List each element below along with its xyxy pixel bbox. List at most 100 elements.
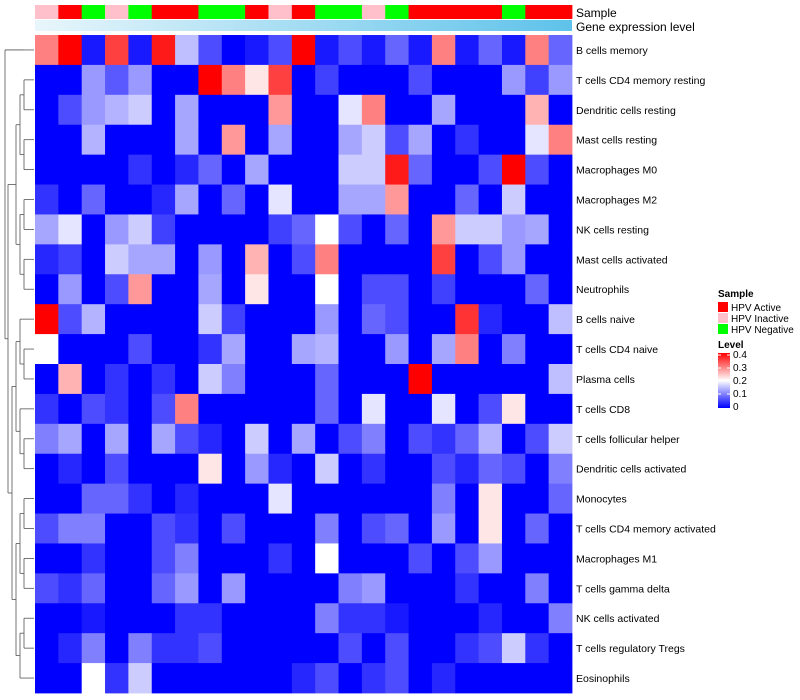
heatmap-cell	[338, 423, 363, 455]
heatmap-cell	[198, 573, 223, 604]
sample-annotation-cell	[245, 5, 269, 19]
heatmap-cell	[291, 393, 316, 425]
heatmap-cell	[455, 483, 480, 514]
heatmap-cell	[35, 35, 59, 66]
heatmap-cell	[175, 304, 199, 335]
heatmap-cell	[35, 154, 59, 185]
heatmap-cell	[548, 64, 573, 96]
sample-legend: Sample HPV Active HPV Inactive HPV Negat…	[718, 289, 794, 336]
heatmap-cell	[245, 184, 269, 215]
heatmap-cell	[315, 124, 339, 156]
heatmap-cell	[548, 94, 573, 126]
heatmap-cell	[268, 244, 293, 275]
heatmap-cell	[245, 274, 269, 305]
heatmap-cell	[291, 274, 316, 305]
heatmap-cell	[268, 393, 293, 425]
heatmap-cell	[431, 633, 456, 664]
heatmap-cell	[151, 633, 176, 664]
heatmap-cell	[81, 364, 106, 395]
heatmap-cell	[81, 304, 106, 335]
heatmap-cell	[385, 244, 409, 275]
heatmap-cell	[81, 423, 106, 455]
sample-annotation-cell	[128, 5, 153, 19]
heatmap-cell	[35, 124, 59, 156]
heatmap-cell	[548, 663, 573, 694]
row-label: Plasma cells	[576, 374, 635, 386]
heatmap-cell	[338, 663, 363, 694]
heatmap-cell	[338, 274, 363, 305]
heatmap-cell	[455, 513, 480, 544]
heatmap-cell	[128, 154, 153, 185]
heatmap-cell	[245, 244, 269, 275]
heatmap-cell	[151, 184, 176, 215]
heatmap-cell	[431, 423, 456, 455]
heatmap-cell	[105, 364, 129, 395]
heatmap-cell	[175, 124, 199, 156]
row-label: Dendritic cells activated	[576, 464, 686, 476]
sample-annotation-cell	[548, 5, 573, 19]
heatmap-cell	[455, 633, 480, 664]
sample-annotation-cell	[291, 5, 316, 19]
heatmap-cell	[525, 513, 550, 544]
gene-annotation-label: Gene expression level	[576, 20, 695, 34]
row-label: Mast cells resting	[576, 135, 657, 147]
heatmap-cell	[361, 334, 386, 365]
sample-annotation-cell	[35, 5, 59, 19]
legend-swatch-hpv-negative	[718, 324, 728, 334]
heatmap-cell	[525, 543, 550, 574]
heatmap-cell	[385, 364, 409, 395]
heatmap-cell	[81, 453, 106, 485]
heatmap-cell	[58, 184, 83, 215]
heatmap-cell	[501, 124, 526, 156]
heatmap-cell	[151, 274, 176, 305]
heatmap-cell	[291, 304, 316, 335]
sample-annotation-cell	[221, 5, 246, 19]
heatmap-cell	[35, 334, 59, 365]
heatmap-cell	[501, 334, 526, 365]
heatmap-cell	[478, 423, 503, 455]
heatmap-cell	[35, 453, 59, 485]
heatmap-cell	[128, 184, 153, 215]
heatmap-cell	[58, 304, 83, 335]
heatmap-cell	[81, 214, 106, 245]
heatmap-cell	[315, 633, 339, 664]
heatmap-cell	[268, 64, 293, 96]
heatmap-cell	[501, 633, 526, 664]
heatmap-cell	[338, 513, 363, 544]
heatmap-cell	[361, 35, 386, 66]
heatmap-cell	[315, 94, 339, 126]
heatmap-cell	[198, 244, 223, 275]
heatmap-cell	[268, 483, 293, 514]
heatmap-cell	[35, 274, 59, 305]
heatmap-cell	[455, 64, 480, 96]
heatmap-cell	[81, 663, 106, 694]
heatmap-cell	[128, 64, 153, 96]
heatmap-cell	[81, 543, 106, 574]
heatmap-cell	[478, 364, 503, 395]
heatmap-cell	[455, 543, 480, 574]
heatmap-cell	[478, 633, 503, 664]
heatmap-cell	[291, 334, 316, 365]
heatmap-cell	[105, 483, 129, 514]
heatmap-cell	[35, 64, 59, 96]
heatmap-cell	[291, 214, 316, 245]
heatmap-cell	[58, 423, 83, 455]
level-tick-0: 0	[733, 402, 739, 413]
heatmap-cell	[478, 35, 503, 66]
heatmap-cell	[268, 573, 293, 604]
heatmap-cell	[35, 603, 59, 634]
heatmap-cell	[338, 214, 363, 245]
sample-annotation-cell	[315, 5, 339, 19]
heatmap-cell	[245, 513, 269, 544]
heatmap-cell	[431, 573, 456, 604]
heatmap-cell	[105, 64, 129, 96]
heatmap-cell	[58, 573, 83, 604]
heatmap-cell	[221, 393, 246, 425]
heatmap-cell	[361, 603, 386, 634]
heatmap-cell	[478, 214, 503, 245]
heatmap-cell	[105, 423, 129, 455]
heatmap-cell	[151, 64, 176, 96]
heatmap-cell	[431, 453, 456, 485]
row-label: T cells CD8	[576, 404, 630, 416]
